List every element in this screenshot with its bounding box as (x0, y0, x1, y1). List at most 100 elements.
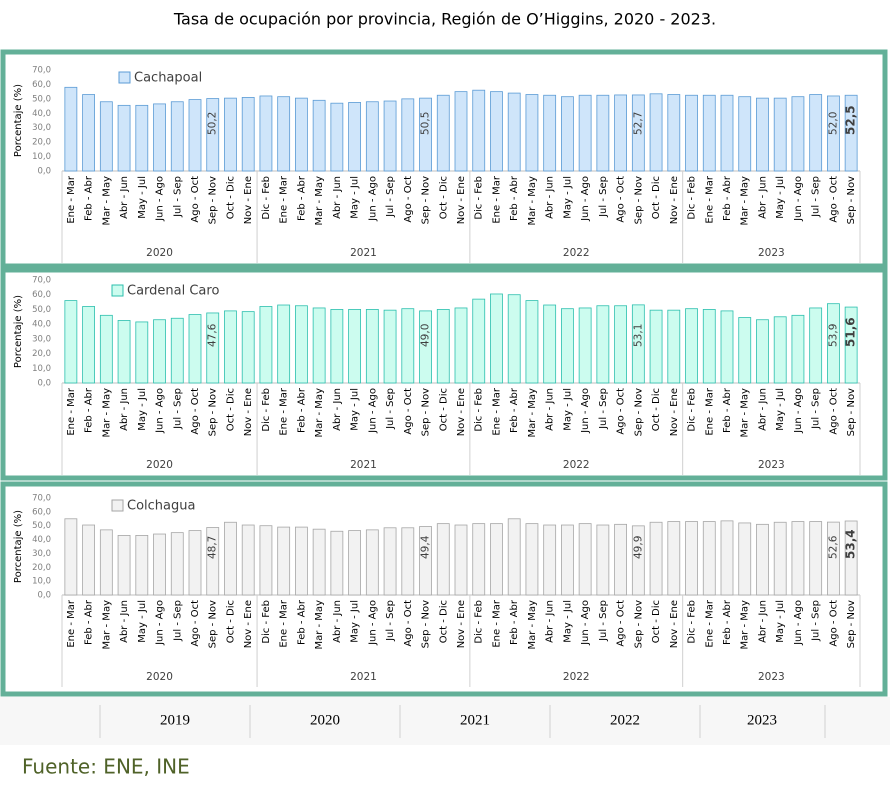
bar (383, 309, 397, 384)
bar (365, 309, 379, 384)
bar (720, 310, 734, 384)
x-tick-label: Jul - Sep (811, 388, 822, 430)
group-label: 2023 (758, 247, 785, 259)
x-tick-label: Ene - Mar (279, 599, 290, 648)
x-tick-label: Ago - Oct (616, 600, 627, 647)
group-label: 2021 (350, 459, 377, 471)
y-tick-label: 30,0 (32, 549, 51, 559)
x-tick-label: Ago - Oct (616, 176, 627, 223)
x-tick-label: Oct - Dic (438, 600, 449, 643)
x-tick-label: Oct - Dic (225, 600, 236, 643)
x-tick-label: Ago - Oct (403, 388, 414, 435)
bar (827, 521, 840, 596)
y-axis-label: Porcentaje (%) (13, 84, 24, 157)
x-tick-label: Jul - Sep (811, 600, 822, 642)
bar (241, 524, 255, 596)
x-tick-label: Oct - Dic (438, 388, 449, 431)
legend-swatch (111, 499, 124, 512)
bar (649, 93, 663, 172)
x-tick-label: Mar - May (314, 388, 325, 438)
bar (596, 94, 610, 172)
bar (720, 520, 734, 596)
data-label: 52,7 (632, 112, 644, 135)
x-tick-label: Ago - Oct (828, 176, 839, 223)
y-tick-label: 30,0 (32, 123, 51, 133)
group-label: 2022 (563, 459, 590, 471)
bar (312, 528, 326, 596)
bar (561, 96, 574, 172)
bar (454, 307, 468, 384)
bar (117, 535, 131, 596)
x-tick-label: Nov - Ene (669, 176, 680, 224)
x-tick-label: May - Jul (137, 176, 148, 219)
bar (791, 521, 805, 596)
x-tick-label: Abr - Jun (757, 176, 768, 219)
x-tick-label: Sep - Nov (633, 176, 644, 224)
bar (844, 94, 858, 172)
x-tick-label: Jun - Ago (155, 176, 166, 222)
x-tick-label: Nov - Ene (456, 600, 467, 648)
x-tick-label: Ago - Oct (828, 388, 839, 435)
bar (170, 101, 184, 172)
x-tick-label: Abr - Jun (332, 176, 343, 219)
group-label: 2020 (146, 459, 173, 471)
x-tick-label: Jun - Ago (793, 600, 804, 646)
x-tick-label: Ago - Oct (403, 176, 414, 223)
bar (82, 94, 95, 172)
legend-label: Colchagua (127, 499, 195, 514)
x-tick-label: Jun - Ago (793, 176, 804, 222)
x-tick-label: Jul - Sep (385, 600, 396, 642)
bar (614, 94, 627, 172)
bar (578, 523, 592, 596)
data-label: 53,1 (632, 324, 644, 347)
bar (844, 520, 858, 596)
x-tick-label: Jul - Sep (172, 600, 183, 642)
panel-frame (0, 481, 888, 697)
x-tick-label: Ene - Mar (704, 599, 715, 648)
x-tick-label: Sep - Nov (208, 600, 219, 648)
x-tick-label: May - Jul (350, 388, 361, 431)
x-tick-label: Jul - Sep (385, 176, 396, 218)
x-tick-label: Ago - Oct (828, 600, 839, 647)
legend-swatch (111, 284, 124, 297)
bar (525, 300, 539, 384)
x-tick-label: Dic - Feb (261, 600, 272, 644)
bar (153, 533, 166, 596)
bar (756, 319, 769, 384)
data-label: 49,4 (420, 535, 432, 559)
bar (188, 530, 202, 596)
x-tick-label: Mar - May (101, 600, 112, 650)
table-cell: 2019 (160, 712, 190, 728)
bar (348, 530, 362, 596)
y-tick-label: 10,0 (32, 152, 51, 162)
group-label: 2020 (146, 671, 173, 683)
bar (490, 523, 503, 596)
x-tick-label: Ago - Oct (403, 600, 414, 647)
bar (294, 526, 308, 596)
x-tick-label: Feb - Abr (722, 599, 733, 645)
x-tick-label: Dic - Feb (687, 600, 698, 644)
bar (631, 94, 645, 172)
bar (206, 312, 220, 384)
x-tick-label: May - Jul (775, 176, 786, 219)
bar (543, 94, 557, 172)
x-tick-label: Nov - Ene (243, 388, 254, 436)
bar (561, 524, 574, 596)
x-tick-label: Feb - Abr (509, 599, 520, 645)
bar (827, 95, 840, 172)
y-tick-label: 50,0 (32, 94, 51, 104)
bar (277, 96, 291, 172)
bar (206, 98, 220, 172)
bar (649, 309, 663, 384)
data-label: 51,6 (844, 317, 858, 347)
x-tick-label: Mar - May (527, 388, 538, 438)
table-band (0, 697, 890, 745)
bar (294, 305, 308, 384)
data-label: 52,5 (844, 105, 858, 135)
bar (419, 310, 432, 384)
bar (135, 104, 149, 172)
x-tick-label: Feb - Abr (296, 599, 307, 645)
y-tick-label: 30,0 (32, 334, 51, 344)
bar (188, 314, 202, 384)
